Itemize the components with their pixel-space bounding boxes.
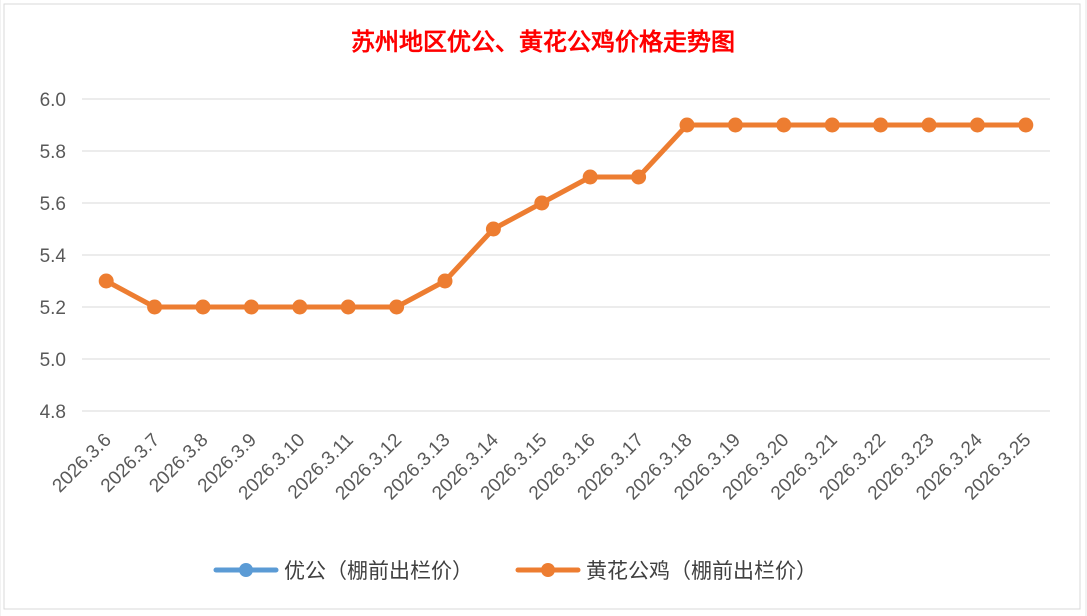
- data-point: [437, 273, 453, 289]
- data-point: [147, 299, 163, 315]
- data-point: [921, 117, 937, 133]
- y-tick-label: 5.4: [40, 246, 67, 267]
- data-point: [631, 169, 647, 185]
- legend-label: 黄花公鸡（棚前出栏价）: [586, 559, 817, 583]
- data-point: [485, 221, 501, 237]
- data-point: [243, 299, 259, 315]
- legend-marker: [239, 563, 253, 577]
- data-point: [776, 117, 792, 133]
- legend-marker: [541, 563, 555, 577]
- y-tick-label: 4.8: [40, 402, 66, 423]
- data-point: [582, 169, 598, 185]
- data-point: [195, 299, 211, 315]
- data-point: [389, 299, 405, 315]
- data-point: [679, 117, 695, 133]
- series-markers: [98, 117, 1034, 315]
- data-point: [534, 195, 550, 211]
- data-point: [727, 117, 743, 133]
- series-lines: [103, 122, 1029, 310]
- legend: 优公（棚前出栏价） 黄花公鸡（棚前出栏价）: [213, 559, 817, 583]
- y-tick-label: 5.0: [40, 350, 66, 371]
- y-tick-label: 5.8: [40, 142, 66, 163]
- data-point: [340, 299, 356, 315]
- legend-label: 优公（棚前出栏价）: [284, 559, 473, 583]
- y-axis-tick-labels: 4.8 5.0 5.2 5.4 5.6 5.8 6.0: [40, 90, 67, 423]
- data-point: [873, 117, 889, 133]
- data-point: [824, 117, 840, 133]
- series-line: [103, 122, 1029, 310]
- data-point: [292, 299, 308, 315]
- gridlines: [82, 98, 1050, 412]
- chart-title: 苏州地区优公、黄花公鸡价格走势图: [351, 27, 735, 56]
- data-point: [1018, 117, 1034, 133]
- y-tick-label: 6.0: [40, 90, 66, 111]
- y-tick-label: 5.2: [40, 298, 66, 319]
- y-tick-label: 5.6: [40, 194, 66, 215]
- data-point: [969, 117, 985, 133]
- data-point: [98, 273, 114, 289]
